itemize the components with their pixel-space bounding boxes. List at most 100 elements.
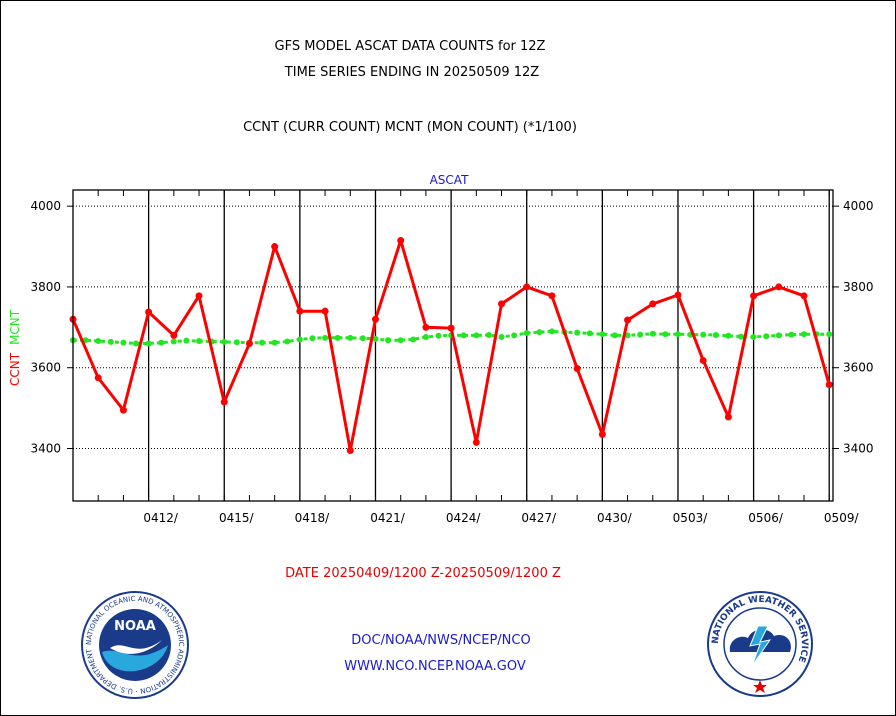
x-tick-label: 0430/ — [597, 511, 633, 525]
chart-axes — [67, 189, 839, 502]
y-tick-label-right: 3600 — [843, 361, 874, 375]
ccnt-point — [800, 292, 808, 300]
ccnt-point — [397, 236, 405, 244]
y-tick-label-right: 4000 — [843, 199, 874, 213]
mcnt-point — [674, 331, 681, 338]
ccnt-point — [750, 292, 758, 300]
mcnt-point — [637, 331, 644, 338]
ccnt-point — [724, 413, 732, 421]
ccnt-point — [573, 365, 581, 373]
nws-star-icon — [753, 680, 767, 693]
ccnt-point — [296, 307, 304, 315]
chart-title-line2: TIME SERIES ENDING IN 20250509 12Z — [284, 65, 540, 80]
ccnt-point — [649, 300, 657, 308]
ccnt-point — [119, 406, 127, 414]
ccnt-point — [145, 308, 153, 316]
nws-lightning-icon — [749, 625, 772, 667]
mcnt-point — [372, 336, 379, 343]
ccnt-point — [472, 438, 480, 446]
mcnt-point — [107, 338, 114, 345]
y-tick-label-right: 3800 — [843, 280, 874, 294]
ccnt-point — [170, 331, 178, 339]
mcnt-point — [322, 334, 329, 341]
chart-labels: 3400 3400 3600 3600 3800 3800 4000 4000 0412/041… — [8, 173, 874, 525]
mcnt-point — [788, 331, 795, 338]
mcnt-point — [548, 328, 555, 335]
org-path-label: DOC/NOAA/NWS/NCEP/NCO — [351, 633, 531, 648]
mcnt-point — [271, 339, 278, 346]
mcnt-point — [763, 333, 770, 340]
mcnt-point — [422, 334, 429, 341]
ccnt-point — [422, 323, 430, 331]
ccnt-point — [624, 316, 632, 324]
mcnt-point — [347, 334, 354, 341]
mcnt-point — [460, 332, 467, 339]
mcnt-point — [133, 340, 140, 347]
ccnt-series — [69, 236, 833, 455]
ccnt-point — [523, 283, 531, 291]
mcnt-point — [801, 331, 808, 338]
ccnt-point — [498, 300, 506, 308]
mcnt-point — [775, 332, 782, 339]
date-range-label: DATE 20250409/1200 Z-20250509/1200 Z — [285, 566, 561, 581]
mcnt-point — [259, 339, 266, 346]
ccnt-point — [447, 324, 455, 332]
chart-subtitle: ASCAT — [430, 173, 469, 187]
ccnt-point — [825, 381, 833, 389]
mcnt-point — [284, 338, 291, 345]
mcnt-point — [826, 331, 833, 338]
y-tick-label-left: 3600 — [30, 361, 61, 375]
mcnt-point — [410, 336, 417, 343]
ccnt-point — [271, 243, 279, 251]
x-tick-label: 0509/ — [824, 511, 860, 525]
ccnt-point — [220, 398, 228, 406]
ccnt-point — [699, 356, 707, 364]
ccnt-point — [371, 315, 379, 323]
mcnt-point — [145, 340, 152, 347]
noaa-bird-icon — [110, 640, 162, 654]
mcnt-point — [385, 337, 392, 344]
mcnt-point — [183, 337, 190, 344]
noaa-logo-text: NOAA — [114, 619, 156, 634]
mcnt-point — [498, 334, 505, 341]
mcnt-point — [120, 339, 127, 346]
mcnt-point — [334, 334, 341, 341]
ccnt-point — [346, 447, 354, 455]
website-link[interactable]: WWW.NCO.NCEP.NOAA.GOV — [344, 659, 526, 674]
mcnt-point — [397, 337, 404, 344]
x-tick-label: 0415/ — [219, 511, 255, 525]
nws-logo: NATIONAL WEATHER SERVICE — [707, 591, 813, 697]
mcnt-point — [485, 331, 492, 338]
ccnt-point — [195, 292, 203, 300]
noaa-logo: NATIONAL OCEANIC AND ATMOSPHERIC ADMINIS… — [80, 590, 189, 699]
x-tick-label: 0427/ — [521, 511, 557, 525]
x-tick-label: 0503/ — [673, 511, 709, 525]
mcnt-point — [221, 338, 228, 345]
mcnt-point — [712, 331, 719, 338]
ccnt-point — [245, 339, 253, 347]
y-tick-label-right: 3400 — [843, 441, 874, 455]
mcnt-point — [750, 334, 757, 341]
y-axis-label-ccnt: CCNT — [8, 352, 22, 386]
mcnt-point — [359, 335, 366, 342]
y-axis-label: CCNT MCNT — [8, 309, 22, 386]
ccnt-point — [674, 291, 682, 299]
mcnt-point — [725, 332, 732, 339]
mcnt-point — [511, 332, 518, 339]
ccnt-point — [775, 283, 783, 291]
mcnt-point — [523, 329, 530, 336]
chart-title-line1: GFS MODEL ASCAT DATA COUNTS for 12Z — [274, 39, 546, 54]
y-axis-label-mcnt: MCNT — [8, 309, 22, 345]
mcnt-point — [586, 330, 593, 337]
mcnt-point — [611, 332, 618, 339]
mcnt-point — [296, 336, 303, 343]
chart-title-line3: CCNT (CURR COUNT) MCNT (MON COUNT) (*1/1… — [243, 120, 577, 135]
mcnt-point — [170, 338, 177, 345]
x-tick-label: 0418/ — [295, 511, 331, 525]
x-tick-label: 0421/ — [370, 511, 406, 525]
x-tick-label: 0412/ — [143, 511, 179, 525]
mcnt-point — [737, 333, 744, 340]
mcnt-point — [95, 338, 102, 345]
noaa-wave-icon — [102, 645, 168, 672]
mcnt-point — [536, 329, 543, 336]
